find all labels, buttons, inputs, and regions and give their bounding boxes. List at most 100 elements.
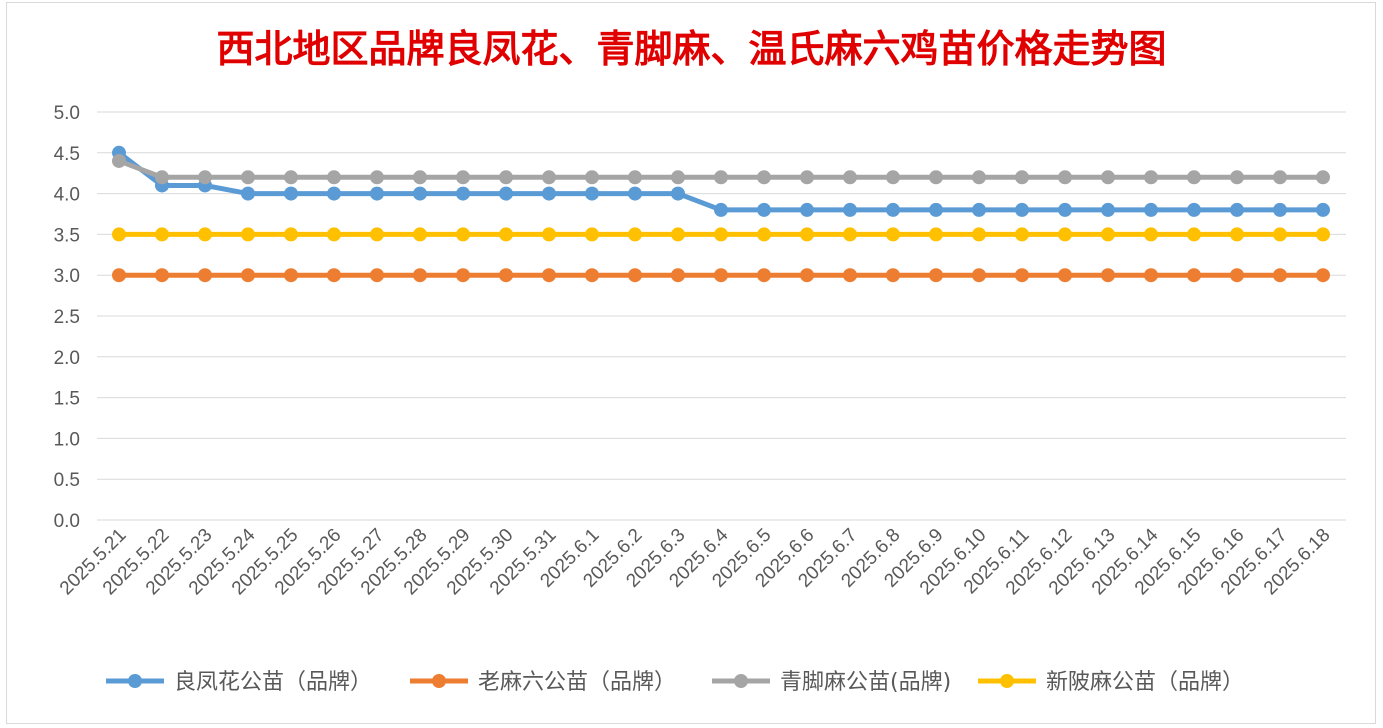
data-point	[284, 186, 298, 201]
data-point	[628, 268, 642, 283]
legend-swatch-marker	[1000, 674, 1014, 688]
data-point	[413, 268, 427, 283]
y-tick-label: 2.5	[54, 307, 80, 328]
data-point	[929, 170, 943, 185]
data-point	[886, 227, 900, 242]
y-tick-label: 0.0	[54, 511, 80, 532]
data-point	[112, 268, 126, 283]
data-point	[1058, 268, 1072, 283]
data-point	[714, 227, 728, 242]
data-point	[1015, 268, 1029, 283]
legend-swatch-marker	[734, 674, 748, 688]
legend-label: 青脚麻公苗(品牌)	[780, 670, 951, 695]
data-point	[585, 170, 599, 185]
data-point	[542, 268, 556, 283]
legend-item: 青脚麻公苗(品牌)	[712, 670, 951, 695]
data-point	[456, 268, 470, 283]
data-point	[714, 170, 728, 185]
data-point	[972, 202, 986, 217]
data-point	[671, 227, 685, 242]
legend-item: 良凤花公苗（品牌）	[106, 670, 372, 695]
data-point	[327, 227, 341, 242]
data-point	[929, 202, 943, 217]
data-point	[757, 268, 771, 283]
data-point	[499, 186, 513, 201]
data-point	[456, 170, 470, 185]
data-point	[1316, 268, 1330, 283]
y-tick-label: 4.0	[54, 185, 80, 206]
data-point	[1058, 202, 1072, 217]
data-point	[1187, 268, 1201, 283]
legend-item: 新陂麻公苗（品牌）	[978, 670, 1244, 695]
data-point	[370, 170, 384, 185]
data-point	[327, 268, 341, 283]
y-tick-label: 3.0	[54, 266, 80, 287]
data-point	[413, 186, 427, 201]
data-point	[585, 186, 599, 201]
data-point	[671, 268, 685, 283]
legend-item: 老麻六公苗（品牌）	[410, 670, 676, 695]
data-point	[241, 186, 255, 201]
data-point	[628, 186, 642, 201]
x-axis-ticks: 2025.5.212025.5.222025.5.232025.5.242025…	[56, 524, 1335, 599]
legend-label: 新陂麻公苗（品牌）	[1046, 670, 1244, 695]
data-point	[714, 268, 728, 283]
data-point	[800, 227, 814, 242]
data-point	[671, 170, 685, 185]
data-point	[198, 227, 212, 242]
data-point	[155, 227, 169, 242]
data-point	[972, 227, 986, 242]
data-point	[1101, 227, 1115, 242]
data-point	[542, 227, 556, 242]
data-point	[886, 202, 900, 217]
data-point	[1187, 170, 1201, 185]
data-point	[198, 170, 212, 185]
legend-label: 老麻六公苗（品牌）	[478, 670, 676, 695]
data-point	[327, 186, 341, 201]
data-point	[585, 268, 599, 283]
data-point	[843, 202, 857, 217]
y-tick-label: 1.5	[54, 389, 80, 410]
data-point	[800, 202, 814, 217]
data-point	[1144, 170, 1158, 185]
data-point	[1316, 202, 1330, 217]
y-tick-label: 0.5	[54, 470, 80, 491]
data-point	[1273, 227, 1287, 242]
data-point	[456, 227, 470, 242]
data-point	[1316, 227, 1330, 242]
data-point	[1144, 268, 1158, 283]
data-point	[800, 268, 814, 283]
data-point	[972, 268, 986, 283]
data-point	[198, 268, 212, 283]
data-point	[843, 227, 857, 242]
data-point	[456, 186, 470, 201]
data-point	[1144, 227, 1158, 242]
data-point	[628, 170, 642, 185]
data-point	[284, 170, 298, 185]
data-point	[370, 268, 384, 283]
data-point	[1144, 202, 1158, 217]
data-point	[1015, 170, 1029, 185]
data-point	[1273, 268, 1287, 283]
data-point	[112, 153, 126, 168]
data-point	[1187, 227, 1201, 242]
chart-frame	[6, 2, 1376, 724]
data-point	[800, 170, 814, 185]
data-point	[1015, 202, 1029, 217]
data-point	[972, 170, 986, 185]
data-point	[499, 268, 513, 283]
data-point	[499, 170, 513, 185]
data-point	[413, 227, 427, 242]
data-point	[241, 227, 255, 242]
series-group	[112, 145, 1330, 283]
y-tick-label: 4.5	[54, 144, 80, 165]
data-point	[542, 170, 556, 185]
data-point	[542, 186, 556, 201]
data-point	[1230, 170, 1244, 185]
data-point	[929, 268, 943, 283]
series-0	[112, 145, 1330, 217]
data-point	[370, 227, 384, 242]
data-point	[671, 186, 685, 201]
legend: 良凤花公苗（品牌） 老麻六公苗（品牌） 青脚麻公苗(品牌) 新陂麻公苗（品牌）	[106, 670, 1244, 695]
